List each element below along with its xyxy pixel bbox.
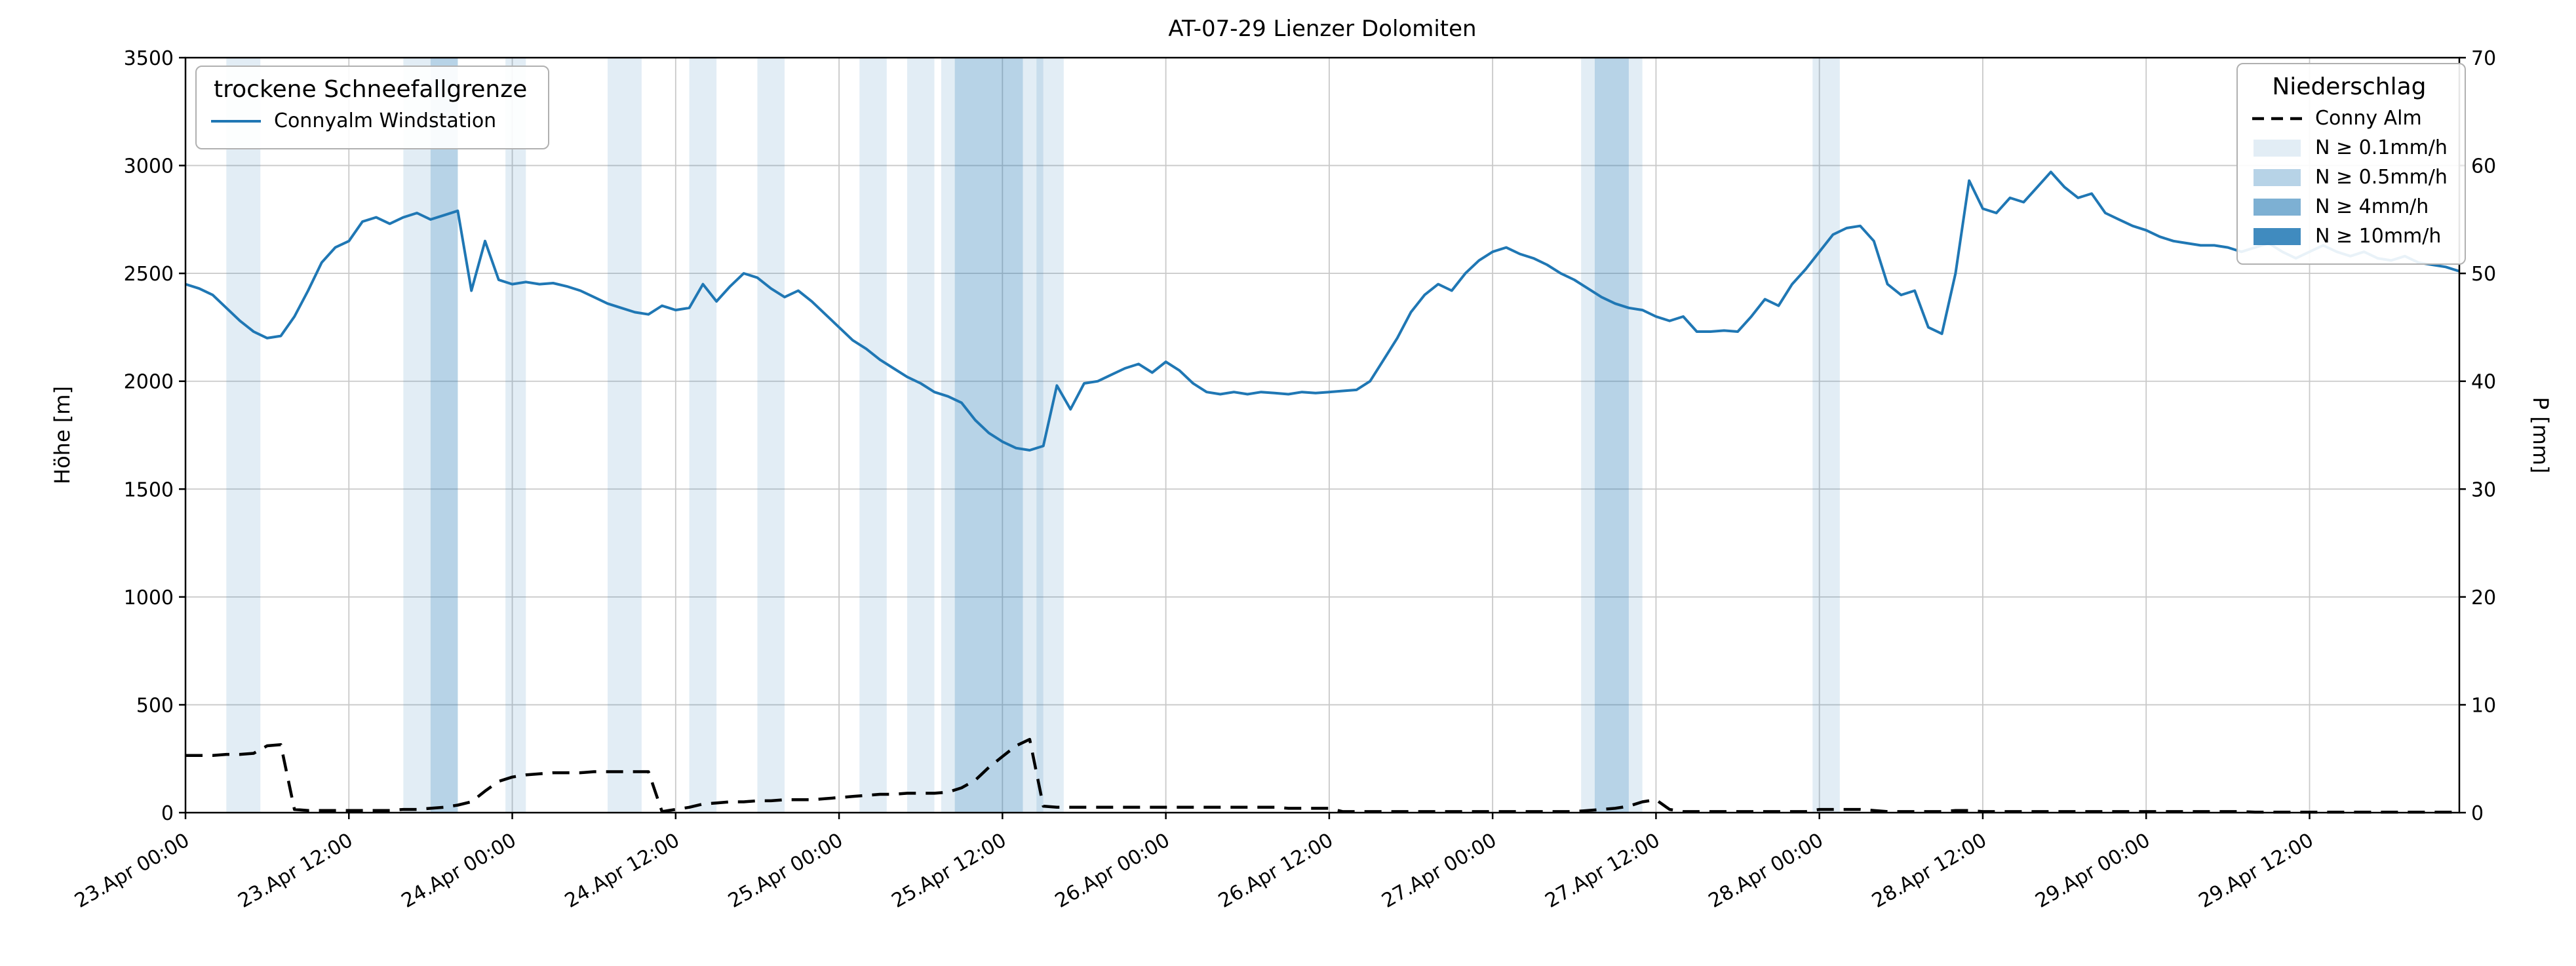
y-right-tick-label: 60: [2471, 155, 2496, 178]
legend-entry-label: Connyalm Windstation: [274, 109, 497, 132]
x-tick-label: 23.Apr 12:00: [234, 829, 357, 913]
y-left-tick-label: 3500: [124, 47, 174, 70]
y-left-tick-label: 1000: [124, 587, 174, 609]
y-right-tick-label: 0: [2471, 802, 2484, 825]
precip-band: [1628, 58, 1643, 813]
precip-band: [1594, 58, 1629, 813]
legend-swatch-patch-icon: [2254, 198, 2301, 216]
y-left-tick-label: 0: [161, 802, 174, 825]
legend-entry-label: N ≥ 4mm/h: [2315, 195, 2429, 218]
y-right-tick-label: 70: [2471, 47, 2496, 70]
y-left-tick-label: 2000: [124, 371, 174, 394]
x-tick-label: 28.Apr 00:00: [1705, 829, 1827, 913]
y-left-tick-label: 2500: [124, 263, 174, 286]
y-right-tick-label: 10: [2471, 694, 2496, 717]
precip-band: [505, 58, 526, 813]
legend-entries: Connyalm Windstation: [210, 109, 531, 132]
legend-entry-label: N ≥ 10mm/h: [2315, 225, 2442, 248]
y-left-tick-label: 3000: [124, 155, 174, 178]
precip-band: [226, 58, 261, 813]
precip-band: [1812, 58, 1840, 813]
legend-swatch-patch-icon: [2254, 139, 2301, 157]
legend-entry: N ≥ 4mm/h: [2251, 195, 2448, 218]
legend-entry: N ≥ 0.5mm/h: [2251, 166, 2448, 189]
legend-entry: N ≥ 10mm/h: [2251, 225, 2448, 248]
y-right-tick-label: 20: [2471, 587, 2496, 609]
y-left-tick-label: 1500: [124, 478, 174, 501]
chart-title: AT-07-29 Lienzer Dolomiten: [1168, 16, 1477, 42]
legend-entry: Conny Alm: [2251, 107, 2448, 130]
y-axis-label-right: P [mm]: [2528, 396, 2553, 474]
precip-band: [907, 58, 935, 813]
precip-band: [1036, 58, 1064, 813]
plot-border: [184, 56, 2461, 814]
series-connyalm-windstation: [185, 170, 2460, 452]
legend-swatch-line-icon: [211, 119, 261, 123]
precip-band: [607, 58, 642, 813]
y-right-tick-label: 40: [2471, 371, 2496, 394]
legend-title: Niederschlag: [2272, 73, 2427, 100]
precip-band: [954, 58, 1023, 813]
y-axis-label-left: Höhe [m]: [50, 386, 75, 484]
legend-swatch-dash-icon: [2252, 117, 2302, 120]
legend-title: trockene Schneefallgrenze: [214, 76, 528, 103]
x-tick-label: 26.Apr 12:00: [1215, 829, 1337, 913]
x-tick-label: 24.Apr 00:00: [398, 829, 520, 913]
x-tick-label: 28.Apr 12:00: [1868, 829, 1991, 913]
precip-bands: [226, 58, 1840, 813]
x-tick-label: 27.Apr 12:00: [1542, 829, 1664, 913]
series-conny-alm: [185, 737, 2459, 814]
x-tick-label: 25.Apr 12:00: [888, 829, 1010, 913]
precip-band: [1023, 58, 1044, 813]
precip-band: [689, 58, 717, 813]
legend-swatch-patch-icon: [2254, 168, 2301, 186]
x-tick-label: 29.Apr 00:00: [2031, 829, 2154, 913]
legend-entries: Conny Alm N ≥ 0.1mm/h N ≥ 0.5mm/h N ≥ 4mm/h…: [2251, 107, 2448, 248]
x-tick-label: 29.Apr 12:00: [2195, 829, 2318, 913]
legend-entry-label: N ≥ 0.5mm/h: [2315, 166, 2448, 189]
legend-swatch-patch-icon: [2254, 227, 2301, 245]
legend-entry: N ≥ 0.1mm/h: [2251, 136, 2448, 159]
y-right-tick-label: 30: [2471, 478, 2496, 501]
precip-band: [430, 58, 458, 813]
precip-band: [1581, 58, 1595, 813]
x-tick-label: 26.Apr 00:00: [1051, 829, 1174, 913]
legend-entry-label: Conny Alm: [2315, 107, 2422, 130]
x-tick-label: 24.Apr 12:00: [561, 829, 684, 913]
x-tick-label: 25.Apr 00:00: [724, 829, 847, 913]
legend-precipitation: Niederschlag Conny Alm N ≥ 0.1mm/h N ≥ 0.5…: [2236, 63, 2466, 265]
precip-band: [859, 58, 887, 813]
legend-entry: Connyalm Windstation: [210, 109, 531, 132]
y-left-tick-label: 500: [136, 694, 174, 717]
grid: [185, 57, 2459, 813]
precip-band: [941, 58, 955, 813]
legend-entry-label: N ≥ 0.1mm/h: [2315, 136, 2448, 159]
legend-snowfall-line: trockene Schneefallgrenze Connyalm Winds…: [195, 66, 550, 149]
y-right-tick-label: 50: [2471, 263, 2496, 286]
tick-marks: [179, 56, 2466, 819]
precip-band: [757, 58, 785, 813]
precip-band: [403, 58, 431, 813]
x-tick-label: 23.Apr 00:00: [71, 829, 193, 913]
x-tick-label: 27.Apr 00:00: [1378, 829, 1500, 913]
